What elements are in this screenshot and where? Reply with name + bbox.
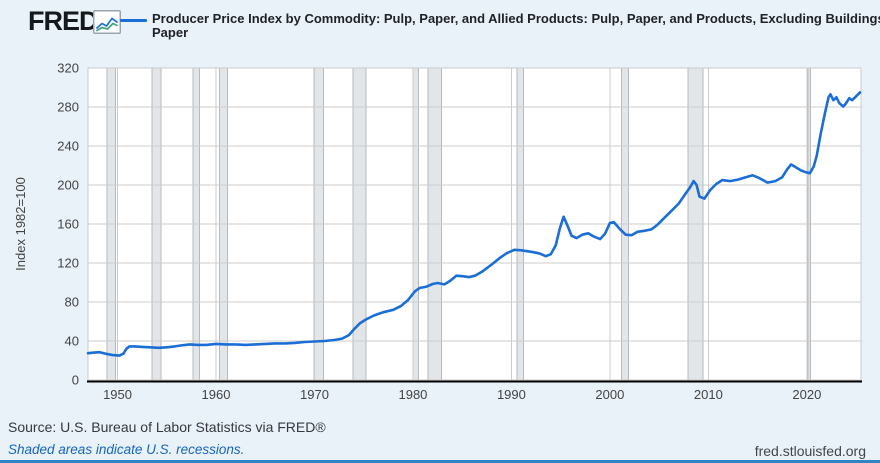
y-tick-label: 320 [57,61,79,76]
fred-logo-text: FRED [28,6,98,36]
x-tick-label: 1990 [497,387,526,402]
legend-line-swatch [120,19,147,22]
y-tick-label: 120 [57,256,79,271]
y-tick-label: 200 [57,178,79,193]
y-tick-label: 0 [72,373,79,388]
series-title: Producer Price Index by Commodity: Pulp,… [152,11,880,40]
plot-border [87,67,862,381]
x-tick-label: 1950 [103,387,132,402]
bottom-accent-bar [0,460,880,463]
y-tick-label: 80 [65,295,79,310]
x-tick-label: 2020 [792,387,821,402]
y-tick-label: 280 [57,100,79,115]
fred-site-url: fred.stlouisfed.org [754,443,866,459]
recession-note: Shaded areas indicate U.S. recessions. [8,442,245,457]
x-tick-label: 2010 [694,387,723,402]
x-tick-label: 1980 [398,387,427,402]
y-tick-label: 240 [57,139,79,154]
y-tick-label: 40 [65,334,79,349]
chart-plot: 0 40 80 120 160 200 240 280 320 1950 1960 1970 1980 1… [13,61,862,402]
x-tick-label: 2000 [595,387,624,402]
y-tick-label: 160 [57,217,79,232]
x-tick-label: 1970 [300,387,329,402]
mini-chart-icon [93,10,121,34]
series-line [86,91,862,357]
y-axis-title: Index 1982=100 [13,177,28,271]
x-tick-label: 1960 [202,387,231,402]
source-note: Source: U.S. Bureau of Labor Statistics … [8,419,326,435]
